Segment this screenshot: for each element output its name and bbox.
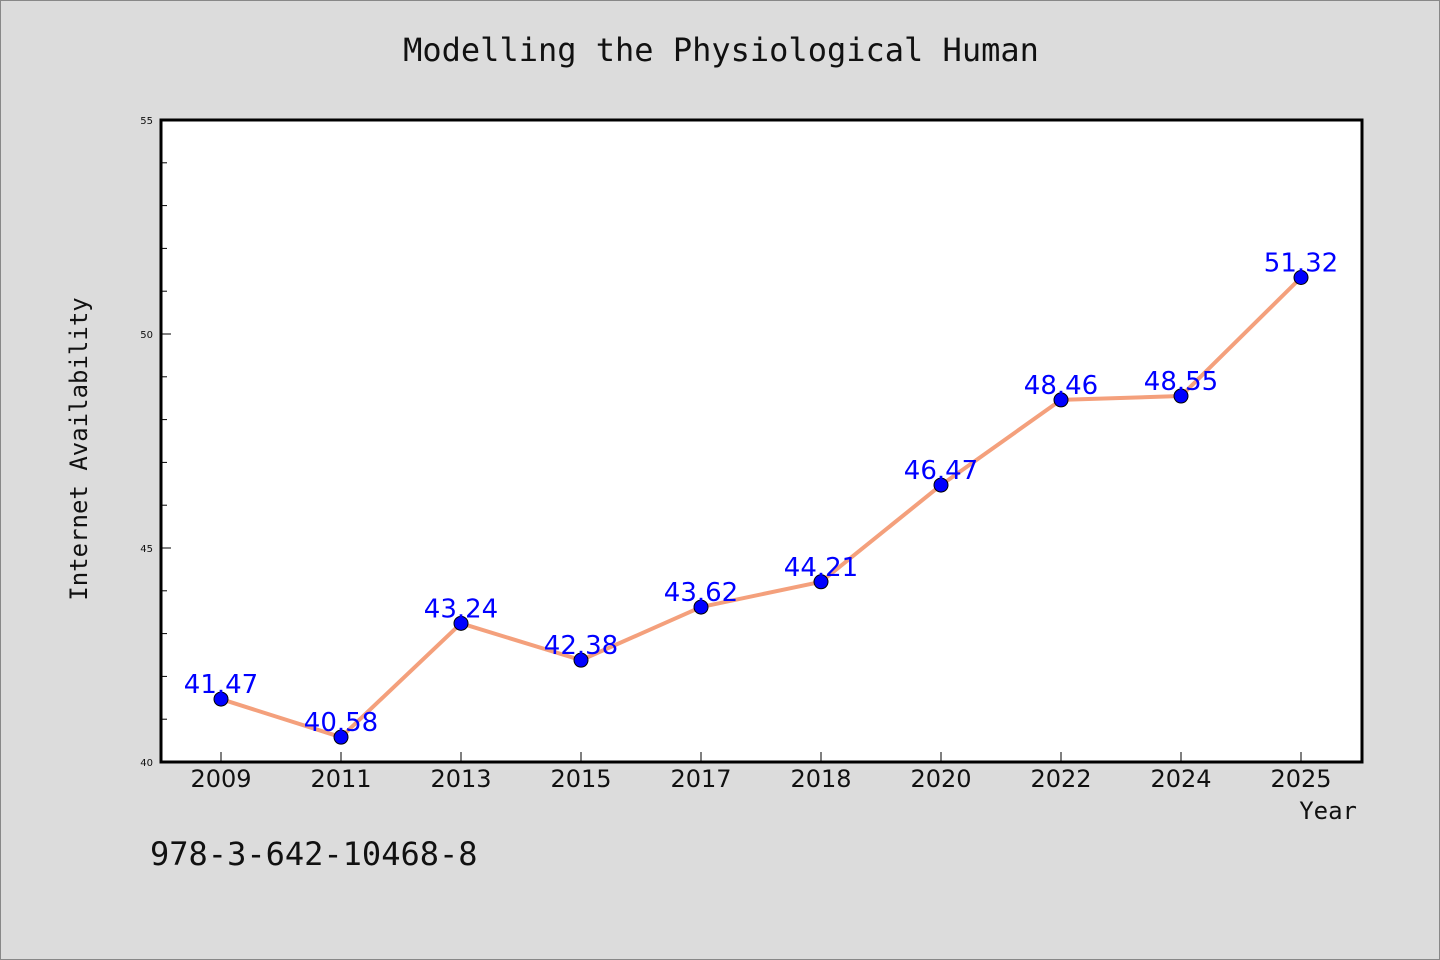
x-tick-label: 2022 [1030,765,1091,793]
data-label: 51.32 [1264,249,1338,279]
plot-frame [159,118,1364,764]
chart-title: Modelling the Physiological Human [403,31,1039,69]
data-label: 46.47 [904,456,978,486]
data-point [813,574,829,590]
x-tick-label: 2011 [310,765,371,793]
y-tick-label: 45 [140,544,153,555]
x-tick-label: 2025 [1270,765,1331,793]
x-tick-label: 2020 [910,765,971,793]
data-label: 42.38 [544,631,618,661]
data-label: 40.58 [304,708,378,738]
x-tick-label: 2013 [430,765,491,793]
data-point [333,729,349,745]
x-tick-label: 2015 [550,765,611,793]
x-axis-label: Year [1299,797,1357,825]
data-point [573,652,589,668]
data-label: 48.46 [1024,371,1098,401]
data-point [1173,388,1189,404]
data-label: 43.24 [424,594,498,624]
data-label: 44.21 [784,553,858,583]
data-point [1053,392,1069,408]
x-tick-label: 2017 [670,765,731,793]
data-labels: 41.47 40.58 43.24 42.38 43.62 44.21 46.47 48.46… [184,249,1338,739]
x-tick-label: 2024 [1150,765,1211,793]
data-point [933,477,949,493]
data-point [1293,270,1309,286]
x-axis-ticks: 2009 2011 2013 2015 2017 2018 2020 2022 2024 2025 [190,752,1332,793]
y-tick-label: 50 [140,330,153,341]
plot-background [161,120,1362,762]
data-label: 48.55 [1144,367,1218,397]
data-point [693,599,709,615]
x-tick-label: 2018 [790,765,851,793]
data-label: 43.62 [664,578,738,608]
data-point [213,691,229,707]
data-points [213,270,1309,745]
footer-code: 978-3-642-10468-8 [150,835,478,873]
data-label: 41.47 [184,670,258,700]
y-tick-label: 40 [140,758,153,769]
series-line [220,276,1303,740]
data-point [453,615,469,631]
x-tick-label: 2009 [190,765,251,793]
y-tick-label: 55 [140,116,153,127]
